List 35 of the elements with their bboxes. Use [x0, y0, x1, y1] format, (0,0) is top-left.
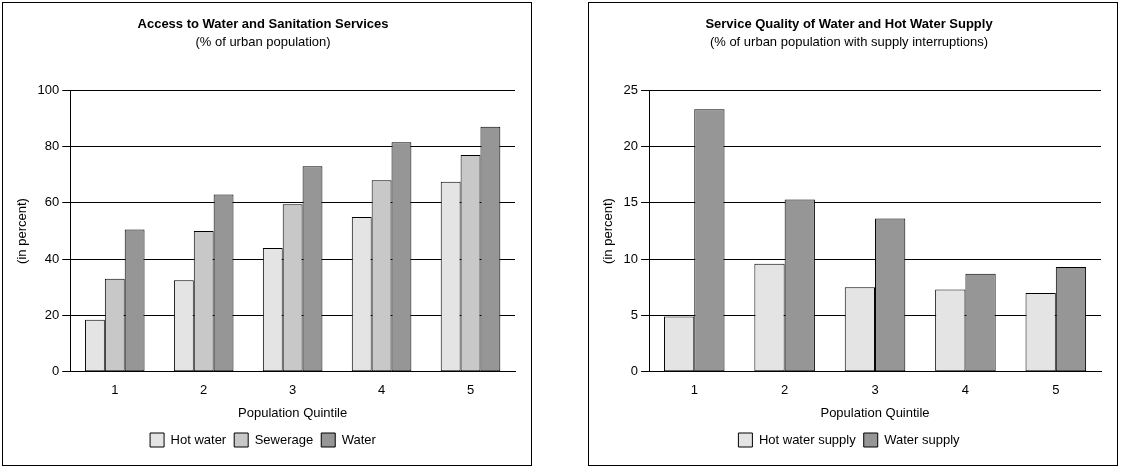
y-tick-label: 100: [37, 81, 60, 97]
chart-subtitle: (% of urban population with supply interruptions): [709, 33, 989, 49]
chart-title: Service Quality of Water and Hot Water Supply: [705, 16, 994, 32]
x-tick-label: 1: [690, 382, 698, 398]
x-tick-label: 3: [871, 382, 879, 398]
y-tick-label: 0: [630, 363, 639, 379]
chart-subtitle: (% of urban population): [195, 33, 331, 49]
y-tick-label: 60: [44, 194, 60, 210]
legend-label: Water supply: [884, 431, 961, 447]
x-tick-label: 5: [466, 382, 475, 398]
y-tick-label: 25: [623, 81, 639, 97]
y-tick-label: 0: [52, 363, 60, 379]
y-tick-label: 10: [623, 250, 639, 266]
y-tick-label: 80: [44, 138, 60, 154]
y-axis-title: (in percent): [14, 198, 30, 264]
chart-title: Access to Water and Sanitation Services: [137, 16, 389, 32]
legend-label: Sewerage: [254, 431, 314, 447]
x-tick-label: 2: [200, 382, 208, 398]
x-tick-label: 2: [781, 382, 789, 398]
y-tick-label: 15: [623, 194, 639, 210]
y-tick-label: 5: [630, 307, 639, 323]
x-tick-label: 4: [961, 382, 970, 398]
y-tick-label: 20: [44, 307, 60, 323]
y-tick-label: 20: [623, 138, 639, 154]
legend-label: Water: [341, 431, 377, 447]
x-tick-label: 5: [1052, 382, 1060, 398]
y-tick-label: 40: [44, 250, 60, 266]
x-tick-label: 4: [377, 382, 386, 398]
legend-label: Hot water: [170, 431, 227, 447]
y-axis-title: (in percent): [600, 198, 616, 264]
legend-label: Hot water supply: [758, 431, 857, 447]
x-axis-title: Population Quintile: [238, 404, 348, 420]
x-axis-title: Population Quintile: [820, 404, 930, 420]
x-tick-label: 3: [289, 382, 297, 398]
x-tick-label: 1: [111, 382, 119, 398]
